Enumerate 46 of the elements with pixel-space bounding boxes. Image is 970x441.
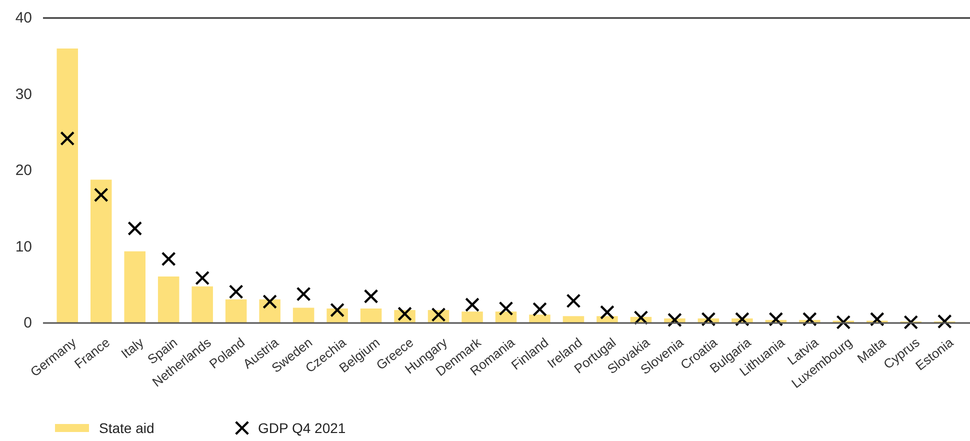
bar (124, 251, 146, 323)
point (128, 221, 142, 236)
bar (529, 314, 550, 323)
point (262, 294, 278, 309)
x-tick-label: Italy (118, 334, 147, 362)
y-tick-label: 0 (24, 314, 32, 332)
point (498, 301, 514, 316)
point (870, 312, 884, 326)
point (532, 302, 547, 317)
point (836, 315, 851, 330)
point (296, 286, 311, 302)
legend-label: State aid (99, 420, 154, 436)
bar (56, 48, 78, 323)
point (330, 302, 345, 318)
point (937, 314, 952, 329)
point (195, 270, 210, 286)
point (465, 297, 480, 312)
y-tick-label: 40 (15, 10, 32, 26)
point (802, 312, 817, 326)
point (364, 289, 378, 304)
point (398, 306, 412, 322)
y-tick-label: 30 (15, 86, 32, 103)
point (634, 310, 648, 325)
point (60, 131, 75, 146)
bar (90, 180, 112, 323)
point (667, 312, 682, 328)
point (600, 305, 614, 320)
point (904, 315, 918, 330)
y-tick-label: 20 (15, 162, 32, 179)
bar (225, 299, 247, 323)
point (161, 252, 176, 266)
bar (158, 276, 180, 323)
bar (360, 308, 382, 323)
point (701, 312, 716, 326)
bar (292, 308, 314, 323)
point (566, 294, 581, 308)
bar (462, 312, 483, 323)
point (768, 312, 784, 326)
point (228, 284, 244, 299)
bar (562, 316, 584, 323)
bar (192, 286, 213, 323)
y-tick-label: 10 (15, 238, 32, 256)
legend-label: GDP Q4 2021 (258, 420, 346, 436)
point (734, 312, 750, 326)
point (94, 188, 108, 202)
point (431, 307, 446, 322)
